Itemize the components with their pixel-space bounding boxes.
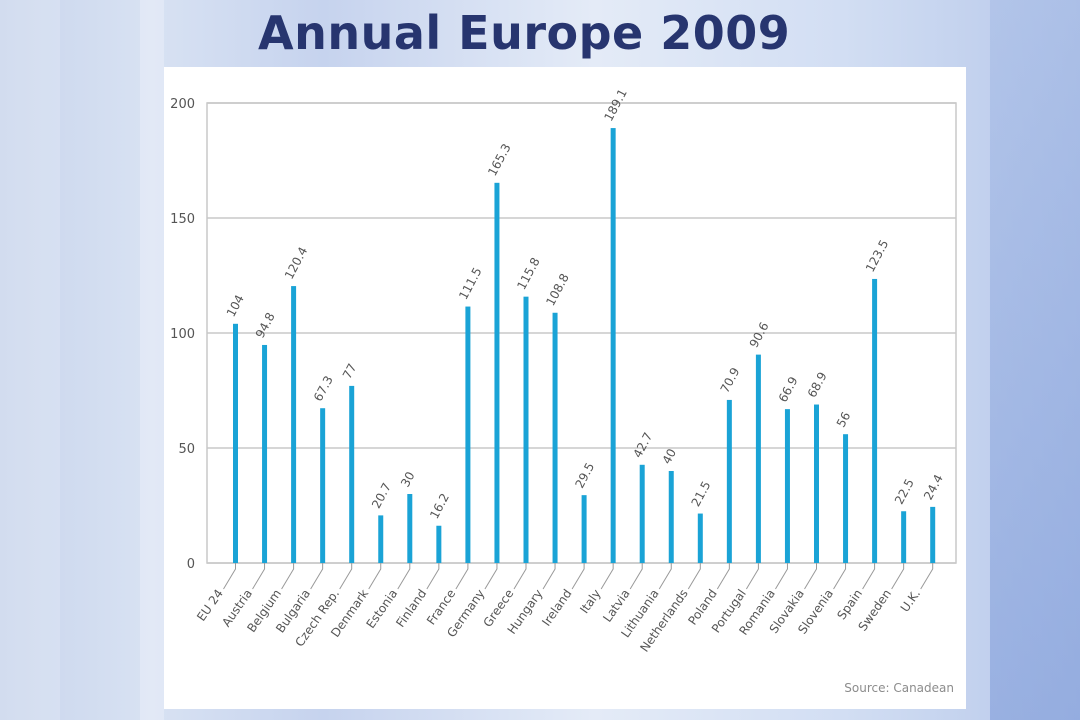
bar <box>407 494 413 563</box>
data-label: 16.2 <box>427 491 452 521</box>
category-leader <box>833 563 847 590</box>
bar <box>233 323 238 563</box>
data-label: 29.5 <box>572 460 597 490</box>
bar <box>378 515 384 563</box>
data-label: 21.5 <box>689 479 714 509</box>
category-leader <box>281 563 295 590</box>
category-leader <box>804 563 817 590</box>
bar <box>639 464 645 563</box>
category-leader <box>223 563 236 590</box>
y-tick-label: 50 <box>178 442 195 457</box>
bar <box>843 434 849 563</box>
bar <box>755 354 761 563</box>
data-label: 24.4 <box>921 472 946 502</box>
data-label: 94.8 <box>253 310 278 340</box>
category-leader <box>920 563 934 590</box>
data-label: 30 <box>398 469 418 489</box>
y-tick-label: 100 <box>170 327 195 342</box>
bar <box>697 513 703 563</box>
bar <box>349 385 355 563</box>
bar <box>523 296 529 563</box>
data-label: 120.4 <box>282 245 310 282</box>
source-note: Source: Canadean <box>844 681 954 695</box>
chart-panel: 0 50 100 150 200 104 EU 24 94.8 Austria 120.4 Belg… <box>164 67 966 709</box>
data-label: 189.1 <box>601 87 629 124</box>
category-leader <box>862 563 876 590</box>
data-label: 165.3 <box>485 141 513 178</box>
category-leader <box>542 563 556 590</box>
bar <box>552 312 558 563</box>
bar <box>320 408 326 563</box>
data-label: 108.8 <box>543 271 571 308</box>
background-band <box>140 0 164 720</box>
data-label: 111.5 <box>456 265 484 302</box>
bar <box>726 399 732 563</box>
bar <box>465 306 471 563</box>
y-tick-label: 200 <box>170 97 195 112</box>
category-leader <box>716 563 730 590</box>
bar <box>814 404 819 563</box>
data-label: 67.3 <box>311 373 336 403</box>
background-band <box>990 0 1080 720</box>
x-tick-label: Finland <box>393 587 429 630</box>
category-leader <box>310 563 324 590</box>
x-tick-label: Ireland <box>539 587 574 629</box>
bar <box>494 182 500 563</box>
bar <box>930 506 936 563</box>
x-tick-label: U.K. <box>898 587 923 615</box>
bar <box>581 495 587 563</box>
data-label: 123.5 <box>863 237 891 274</box>
bar <box>668 471 674 563</box>
data-label: 77 <box>340 361 360 381</box>
data-label: 90.6 <box>747 320 772 350</box>
category-leader <box>745 563 759 590</box>
x-tick-label: Italy <box>577 587 603 616</box>
category-leader <box>600 563 614 590</box>
data-label: 115.8 <box>514 255 542 292</box>
y-tick-label: 150 <box>170 212 195 227</box>
category-leader <box>629 563 643 590</box>
category-leader <box>426 563 440 590</box>
data-label: 66.9 <box>776 374 801 404</box>
category-leader <box>513 563 527 590</box>
y-tick-label: 0 <box>187 557 195 572</box>
data-label: 56 <box>834 410 854 430</box>
category-leader <box>368 563 382 590</box>
background-band <box>0 0 60 720</box>
category-leader <box>252 563 266 590</box>
data-label: 70.9 <box>718 365 743 395</box>
category-leader <box>455 563 469 590</box>
category-leader <box>397 563 411 590</box>
data-label: 22.5 <box>892 476 917 506</box>
bar <box>262 344 268 563</box>
data-label: 42.7 <box>630 430 655 460</box>
data-label: 40 <box>660 446 680 466</box>
category-leader <box>687 563 701 590</box>
bar <box>872 278 878 563</box>
category-leader <box>571 563 585 590</box>
bar <box>901 511 907 563</box>
slide-title: Annual Europe 2009 <box>258 6 791 60</box>
bar <box>291 286 297 563</box>
data-label: 20.7 <box>369 481 394 511</box>
bar <box>610 128 616 563</box>
bar <box>784 409 790 563</box>
data-label: 104 <box>224 292 247 319</box>
category-leader <box>484 563 498 590</box>
category-leader <box>891 563 905 590</box>
category-leader <box>775 563 788 590</box>
data-label: 68.9 <box>805 370 830 400</box>
category-leader <box>339 563 353 590</box>
bar <box>436 525 442 563</box>
category-leader <box>658 563 672 590</box>
